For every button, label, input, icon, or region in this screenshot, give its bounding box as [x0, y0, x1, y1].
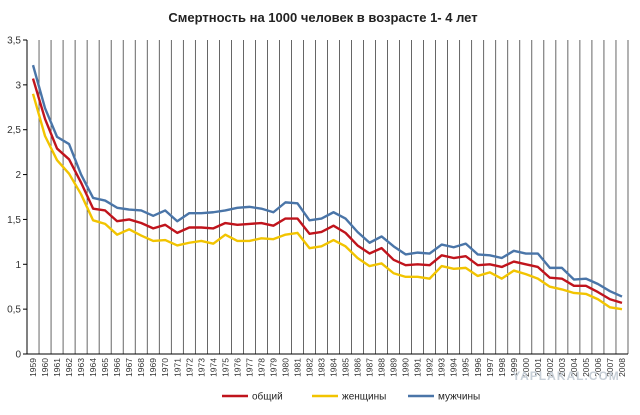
x-tick-label: 1992: [425, 358, 435, 377]
x-tick-label: 1998: [497, 358, 507, 377]
legend: общий женщины мужчины: [222, 391, 480, 403]
legend-label: мужчины: [438, 392, 480, 403]
x-tick-label: 1997: [485, 358, 495, 377]
legend-label: женщины: [342, 392, 386, 403]
x-tick-label: 1987: [365, 358, 375, 377]
watermark-text: YAPLAKAL.COM: [512, 369, 620, 383]
x-tick-label: 1974: [208, 358, 218, 377]
x-tick-label: 1972: [184, 358, 194, 377]
x-tick-label: 1980: [280, 358, 290, 377]
y-tick-label: 3,5: [7, 36, 21, 47]
x-tick-label: 1960: [40, 358, 50, 377]
x-tick-label: 1969: [148, 358, 158, 377]
x-tick-label: 1985: [341, 358, 351, 377]
x-tick-label: 1984: [329, 358, 339, 377]
x-tick-label: 1961: [52, 358, 62, 377]
x-tick-label: 1968: [136, 358, 146, 377]
y-tick-label: 2,5: [7, 125, 21, 136]
x-tick-label: 1964: [88, 358, 98, 377]
x-tick-label: 1993: [437, 358, 447, 377]
x-tick-label: 1982: [304, 358, 314, 377]
x-tick-label: 1967: [124, 358, 134, 377]
x-tick-label: 1978: [256, 358, 266, 377]
x-tick-label: 1990: [401, 358, 411, 377]
chart-title: Смертность на 1000 человек в возрасте 1-…: [168, 10, 477, 25]
y-tick-label: 3: [15, 80, 21, 91]
x-tick-label: 1959: [28, 358, 38, 377]
x-tick-label: 1966: [112, 358, 122, 377]
x-tick-label: 1979: [268, 358, 278, 377]
x-tick-label: 1989: [389, 358, 399, 377]
x-tick-label: 1981: [292, 358, 302, 377]
x-tick-label: 1994: [449, 358, 459, 377]
x-tick-label: 1975: [220, 358, 230, 377]
x-tick-label: 1973: [196, 358, 206, 377]
x-tick-label: 1991: [413, 358, 423, 377]
x-tick-label: 1995: [461, 358, 471, 377]
x-tick-label: 1977: [244, 358, 254, 377]
x-tick-label: 1986: [353, 358, 363, 377]
x-tick-label: 1976: [232, 358, 242, 377]
x-tick-label: 1988: [377, 358, 387, 377]
x-tick-label: 1971: [172, 358, 182, 377]
y-tick-label: 1,5: [7, 215, 21, 226]
x-tick-label: 1962: [64, 358, 74, 377]
x-tick-label: 1963: [76, 358, 86, 377]
y-tick-label: 0: [15, 350, 21, 361]
x-tick-label: 1970: [160, 358, 170, 377]
y-tick-label: 1: [15, 260, 21, 271]
legend-label: общий: [252, 391, 283, 403]
y-tick-label: 0,5: [7, 305, 21, 316]
x-tick-label: 1996: [473, 358, 483, 377]
x-tick-label: 1983: [316, 358, 326, 377]
y-tick-label: 2: [15, 170, 21, 181]
x-tick-label: 1965: [100, 358, 110, 377]
